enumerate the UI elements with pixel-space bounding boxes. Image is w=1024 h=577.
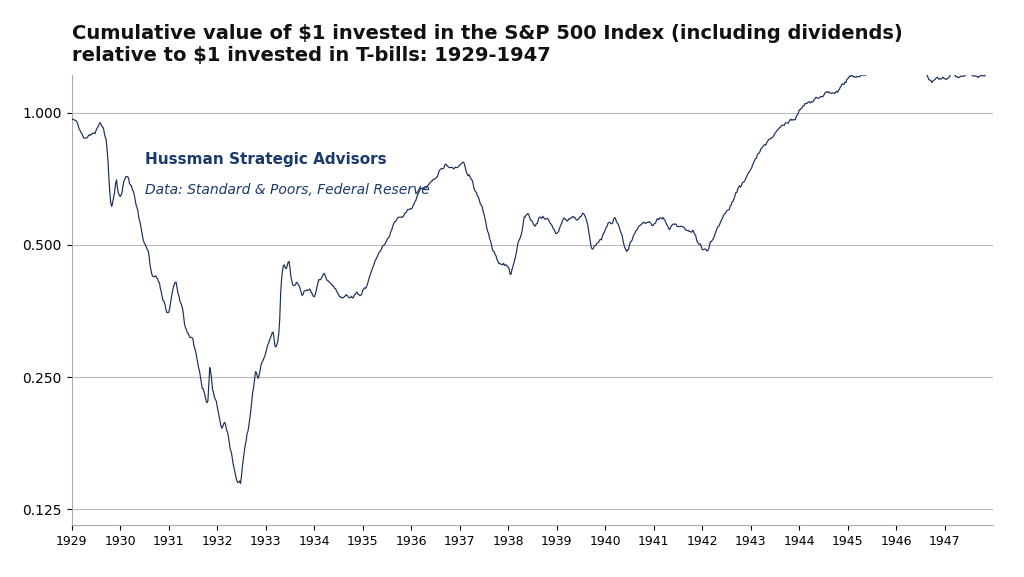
- Text: Hussman Strategic Advisors: Hussman Strategic Advisors: [145, 152, 387, 167]
- Text: Cumulative value of $1 invested in the S&P 500 Index (including dividends)
relat: Cumulative value of $1 invested in the S…: [72, 24, 902, 65]
- Text: Data: Standard & Poors, Federal Reserve: Data: Standard & Poors, Federal Reserve: [145, 183, 430, 197]
